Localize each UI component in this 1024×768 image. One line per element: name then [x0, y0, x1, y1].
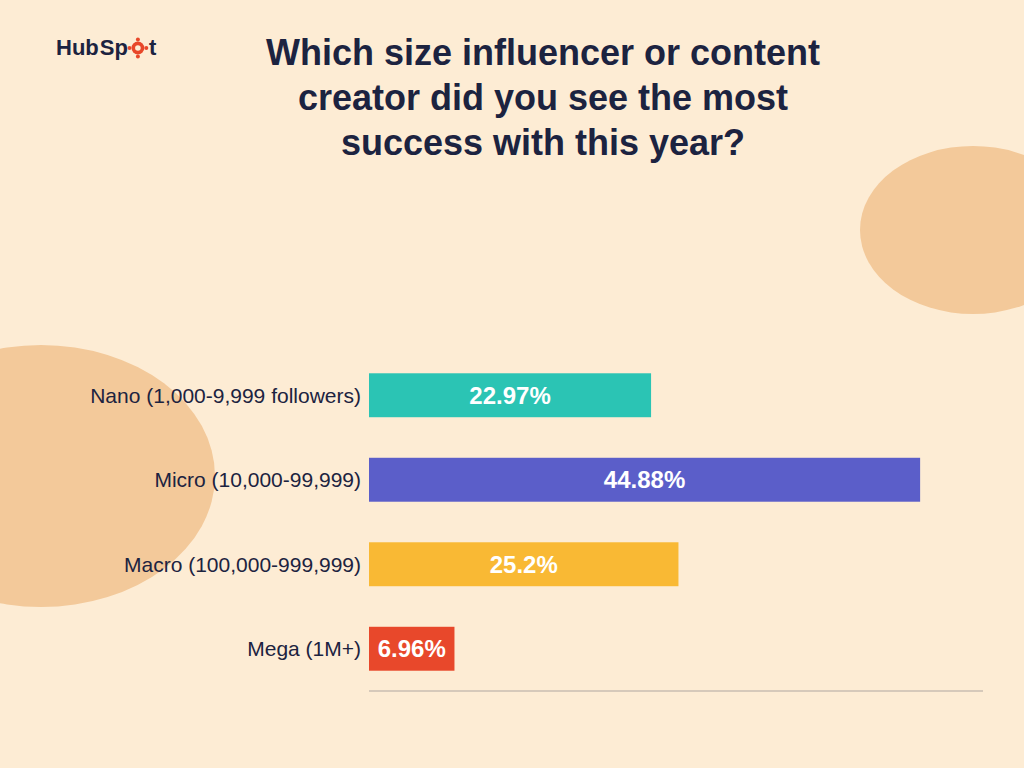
bar: [369, 458, 920, 502]
bar: [369, 373, 651, 417]
category-label: Macro (100,000-999,999): [124, 553, 361, 576]
title-line: success with this year?: [341, 122, 745, 163]
decoration: [860, 146, 1024, 314]
chart: Which size influencer or contentcreator …: [0, 0, 1024, 768]
category-label: Mega (1M+): [247, 637, 361, 660]
logo-sprocket: [127, 38, 148, 59]
data-label: 6.96%: [378, 635, 446, 662]
background: [0, 0, 1024, 768]
category-label: Micro (10,000-99,999): [154, 468, 361, 491]
logo-spoke: [136, 54, 140, 58]
bars: [369, 373, 920, 670]
title-line: creator did you see the most: [298, 77, 788, 118]
logo-text: Hub: [56, 35, 99, 60]
logo-spoke: [136, 38, 140, 42]
logo-spoke: [144, 46, 148, 50]
bar: [369, 542, 678, 586]
data-label: 22.97%: [469, 382, 550, 409]
logo-text: Sp: [100, 35, 128, 60]
data-label: 44.88%: [604, 466, 685, 493]
logo-spoke: [127, 46, 131, 50]
category-label: Nano (1,000-9,999 followers): [90, 384, 361, 407]
title-line: Which size influencer or content: [266, 32, 820, 73]
logo-text: t: [149, 35, 157, 60]
labels: Nano (1,000-9,999 followers) 22.97% Micro …: [90, 382, 685, 663]
bar: [369, 627, 454, 671]
x-axis-line: [369, 691, 983, 692]
logo-hole: [135, 45, 141, 51]
title: Which size influencer or contentcreator …: [266, 32, 820, 163]
data-label: 25.2%: [490, 551, 558, 578]
logo-ring: [131, 42, 144, 55]
